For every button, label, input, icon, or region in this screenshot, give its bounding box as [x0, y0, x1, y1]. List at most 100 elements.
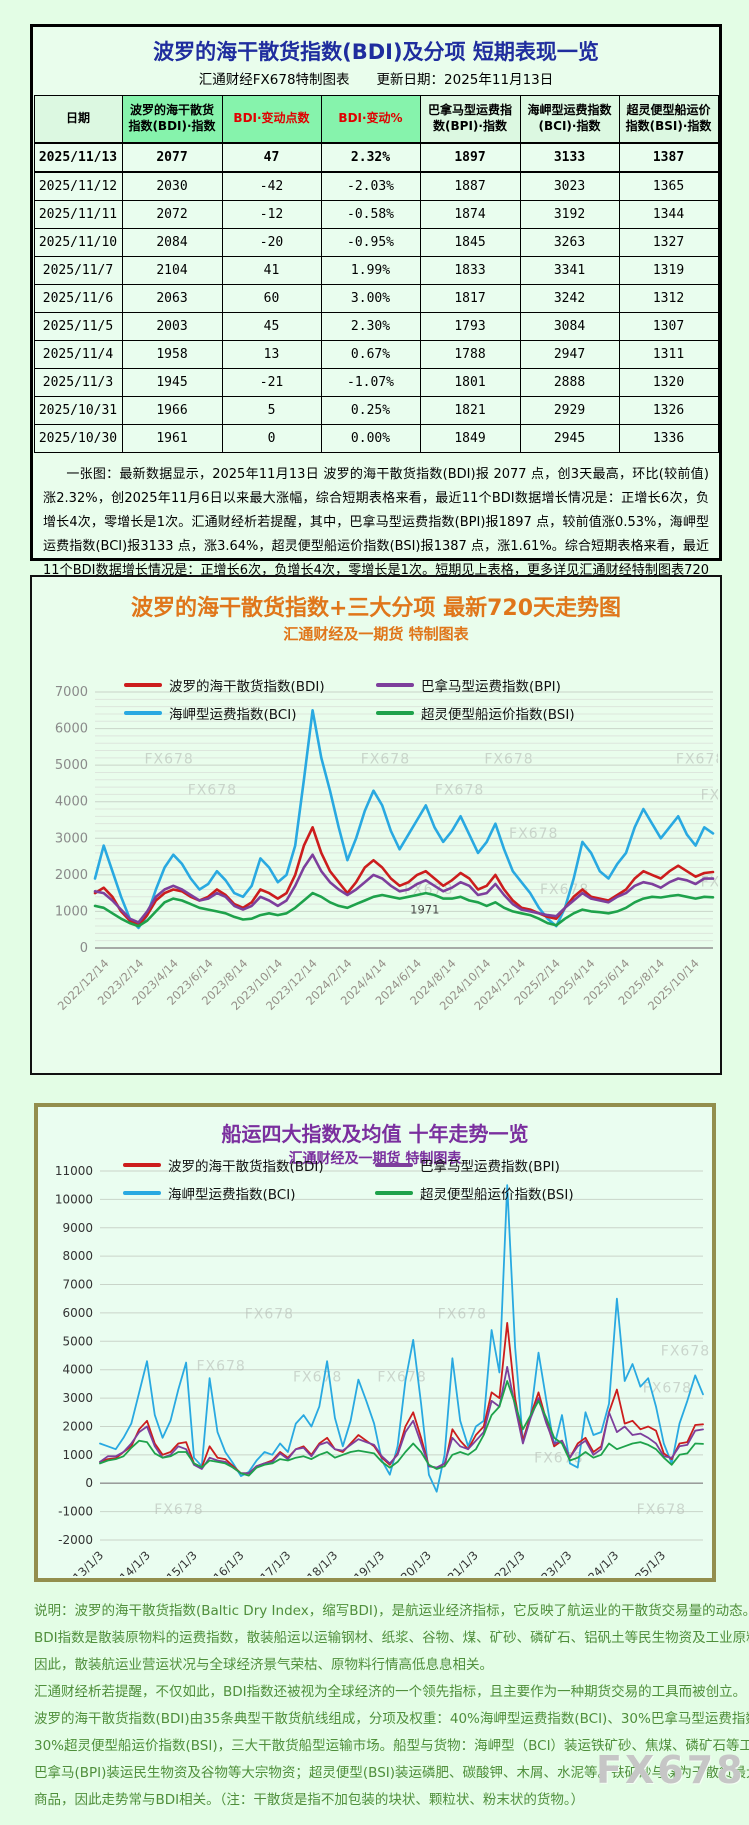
- table-cell: 1833: [419, 256, 521, 285]
- table-cell: 13: [221, 340, 322, 369]
- column-header: BDI·变动%: [320, 95, 421, 144]
- footnote-line: 巴拿马(BPI)装运民生物资及谷物等大宗物资；超灵便型(BSI)装运磷肥、碳酸钾…: [34, 1765, 749, 1781]
- x-axis-tick-label: 2025/1/3: [622, 1548, 668, 1576]
- watermark-text: FX678: [154, 1502, 203, 1518]
- table-cell: 3263: [519, 228, 620, 257]
- table-cell: 1945: [121, 368, 223, 397]
- footnote-line: 30%超灵便型船运价指数(BSI)，三大干散货船型运输市场。船型与货物：海岬型（…: [34, 1738, 749, 1754]
- column-header: BDI·变动点数: [221, 95, 322, 144]
- footnote-line: BDI指数是散装原物料的运费指数，散装船运以运输钢材、纸浆、谷物、煤、矿砂、磷矿…: [34, 1630, 749, 1646]
- page-title: 波罗的海干散货指数(BDI)及分项 短期表现一览: [153, 40, 599, 64]
- table-row: 2025/10/31 1966 5 0.25% 1821 2929 1326: [33, 396, 719, 425]
- chart1-plot: 010002000300040005000600070002022/12/142…: [55, 685, 718, 1013]
- table-cell: 1845: [419, 228, 521, 257]
- table-cell: 2929: [519, 396, 620, 425]
- table-cell: 2025/11/12: [33, 171, 123, 201]
- table-cell: 2947: [519, 340, 620, 369]
- table-cell: -2.03%: [320, 171, 421, 201]
- watermark-text: FX678: [643, 1380, 692, 1396]
- table-cell: 2063: [121, 284, 223, 313]
- chart2-title: 船运四大指数及均值 十年走势一览: [221, 1122, 529, 1146]
- x-axis-tick-label: 2023/1/3: [528, 1548, 574, 1576]
- y-axis-tick-label: 3000: [62, 1391, 93, 1405]
- table-cell: 41: [221, 256, 322, 285]
- y-axis-tick-label: -1000: [58, 1505, 93, 1519]
- table-cell: 1365: [618, 171, 719, 201]
- legend-line-swatch: [123, 1163, 161, 1167]
- table-cell: 1387: [618, 142, 719, 173]
- watermark-text: FX678: [438, 1307, 487, 1323]
- x-axis-tick-label: 2017/1/3: [247, 1548, 293, 1576]
- series-line: [93, 709, 715, 930]
- table-cell: 3133: [519, 142, 620, 173]
- table-cell: -1.07%: [320, 368, 421, 397]
- table-cell: 2.32%: [320, 142, 421, 173]
- table-cell: 1849: [419, 424, 521, 453]
- y-axis-tick-label: -2000: [58, 1533, 93, 1547]
- table-cell: 1.99%: [320, 256, 421, 285]
- chart1-title: 波罗的海干散货指数+三大分项 最新720天走势图: [130, 596, 622, 621]
- legend-line-swatch: [376, 711, 414, 715]
- y-axis-tick-label: 1000: [62, 1448, 93, 1462]
- table-row: 2025/11/10 2084 -20 -0.95% 1845 3263 1327: [33, 228, 719, 257]
- table-cell: 2025/11/13: [33, 142, 123, 173]
- summary-paragraph: 一张图：最新数据显示，2025年11月13日 波罗的海干散货指数(BDI)报 2…: [43, 467, 709, 602]
- watermark-text: FX678: [509, 826, 558, 842]
- table-cell: 2072: [121, 200, 223, 229]
- legend-line-swatch: [124, 711, 162, 715]
- watermark-text: FX678: [196, 1358, 245, 1374]
- x-axis-tick-label: 2016/1/3: [200, 1548, 246, 1576]
- chart1-legend: 波罗的海干散货指数(BDI) 巴拿马型运费指数(BPI) 海岬型运费指数(BCI) 超…: [32, 671, 720, 727]
- table-cell: 1874: [419, 200, 521, 229]
- column-header: 日期: [33, 95, 123, 144]
- y-axis-tick-label: 6000: [55, 722, 88, 737]
- table-cell: 2025/11/5: [33, 312, 123, 341]
- y-axis-tick-label: 0: [80, 941, 88, 956]
- table-cell: 3341: [519, 256, 620, 285]
- y-axis-tick-label: 9000: [62, 1221, 93, 1235]
- x-axis-tick-label: 2018/1/3: [294, 1548, 340, 1576]
- data-label: 1971: [410, 902, 439, 916]
- column-header: 波罗的海干散货指数(BDI)·指数: [121, 95, 223, 144]
- legend-label: 海岬型运费指数(BCI): [168, 1187, 296, 1203]
- series-line: [99, 1184, 704, 1493]
- table-cell: 1817: [419, 284, 521, 313]
- x-axis-tick-label: 2022/1/3: [481, 1548, 527, 1576]
- y-axis-tick-label: 11000: [55, 1164, 93, 1178]
- table-cell: 60: [221, 284, 322, 313]
- footnote-line: 商品，因此走势常与BDI相关。（注：干散货是指不加包装的块状、颗粒状、粉末状的货…: [34, 1792, 585, 1808]
- legend-label: 海岬型运费指数(BCI): [169, 707, 297, 723]
- table-cell: 2025/11/3: [33, 368, 123, 397]
- legend-item: 巴拿马型运费指数(BPI): [376, 675, 628, 695]
- table-cell: 47: [221, 142, 322, 173]
- table-cell: 0.25%: [320, 396, 421, 425]
- table-cell: 2025/11/11: [33, 200, 123, 229]
- column-header: 海岬型运费指数(BCI)·指数: [519, 95, 620, 144]
- legend-label: 巴拿马型运费指数(BPI): [420, 1159, 560, 1175]
- table-cell: 1326: [618, 396, 719, 425]
- chart1-subtitle: 汇通财经及一期货 特制图表: [283, 625, 469, 643]
- x-axis-tick-label: 2021/1/3: [434, 1548, 480, 1576]
- y-axis-tick-label: 8000: [62, 1249, 93, 1263]
- watermark-text: FX678: [661, 1344, 710, 1360]
- table-cell: 1961: [121, 424, 223, 453]
- chart2-legend: 波罗的海干散货指数(BDI) 巴拿马型运费指数(BPI) 海岬型运费指数(BCI) 超…: [38, 1151, 712, 1207]
- table-cell: 0: [221, 424, 322, 453]
- watermark-text: FX678: [293, 1369, 342, 1385]
- table-cell: 0.00%: [320, 424, 421, 453]
- table-cell: 2025/11/10: [33, 228, 123, 257]
- legend-item: 超灵便型船运价指数(BSI): [375, 1183, 627, 1203]
- table-cell: 1320: [618, 368, 719, 397]
- table-cell: 1336: [618, 424, 719, 453]
- table-cell: 2084: [121, 228, 223, 257]
- table-cell: 0.67%: [320, 340, 421, 369]
- watermark-text: FX678: [144, 752, 193, 768]
- table-cell: 1319: [618, 256, 719, 285]
- y-axis-tick-label: 2000: [55, 868, 88, 883]
- legend-item: 波罗的海干散货指数(BDI): [123, 1155, 375, 1175]
- watermark-text: FX678: [377, 1369, 426, 1385]
- table-header-row: 日期 波罗的海干散货指数(BDI)·指数 BDI·变动点数 BDI·变动% 巴拿马型运费…: [33, 95, 719, 144]
- table-cell: 1311: [618, 340, 719, 369]
- table-row: 2025/11/5 2003 45 2.30% 1793 3084 1307: [33, 312, 719, 341]
- column-header: 巴拿马型运费指数(BPI)·指数: [419, 95, 521, 144]
